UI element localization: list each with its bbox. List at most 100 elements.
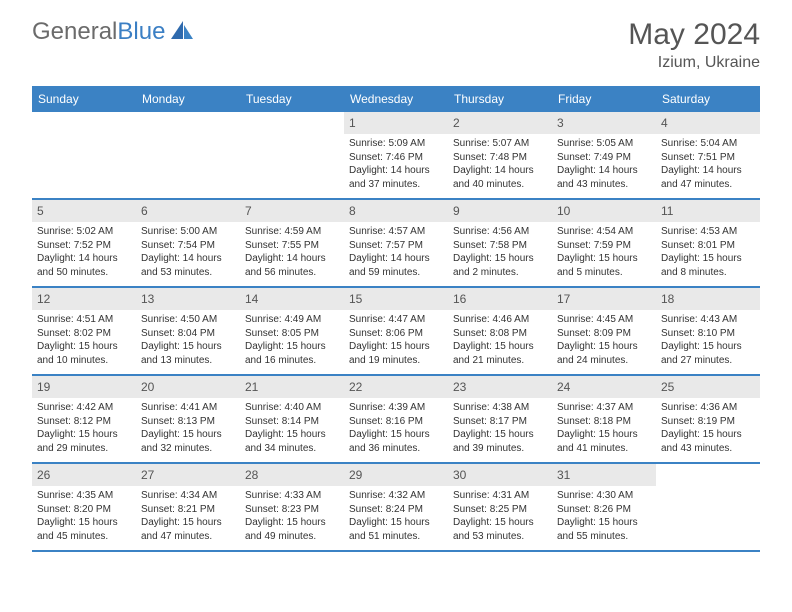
calendar-day: 5Sunrise: 5:02 AMSunset: 7:52 PMDaylight… [32,200,136,286]
day-number: 21 [240,376,344,398]
calendar: SundayMondayTuesdayWednesdayThursdayFrid… [32,86,760,552]
daylight-line: Daylight: 14 hours and 47 minutes. [661,164,755,191]
sunset-line: Sunset: 8:25 PM [453,503,547,517]
weekday-header: Saturday [656,86,760,112]
daylight-line: Daylight: 15 hours and 36 minutes. [349,428,443,455]
daylight-line: Daylight: 15 hours and 10 minutes. [37,340,131,367]
calendar-day: 23Sunrise: 4:38 AMSunset: 8:17 PMDayligh… [448,376,552,462]
calendar-day: 17Sunrise: 4:45 AMSunset: 8:09 PMDayligh… [552,288,656,374]
calendar-day: 24Sunrise: 4:37 AMSunset: 8:18 PMDayligh… [552,376,656,462]
logo: GeneralBlue [32,18,195,46]
daylight-line: Daylight: 14 hours and 59 minutes. [349,252,443,279]
daylight-line: Daylight: 15 hours and 27 minutes. [661,340,755,367]
header: GeneralBlue May 2024 Izium, Ukraine [0,0,792,78]
sunset-line: Sunset: 8:18 PM [557,415,651,429]
calendar-day: 28Sunrise: 4:33 AMSunset: 8:23 PMDayligh… [240,464,344,550]
logo-text-1: General [32,18,117,45]
sunrise-line: Sunrise: 4:35 AM [37,489,131,503]
sunrise-line: Sunrise: 4:32 AM [349,489,443,503]
sunrise-line: Sunrise: 4:47 AM [349,313,443,327]
day-number: 30 [448,464,552,486]
calendar-day: 12Sunrise: 4:51 AMSunset: 8:02 PMDayligh… [32,288,136,374]
day-number: 13 [136,288,240,310]
calendar-day: 19Sunrise: 4:42 AMSunset: 8:12 PMDayligh… [32,376,136,462]
weekday-header: Monday [136,86,240,112]
daylight-line: Daylight: 15 hours and 13 minutes. [141,340,235,367]
sail-icon [169,19,195,46]
daylight-line: Daylight: 15 hours and 8 minutes. [661,252,755,279]
sunset-line: Sunset: 8:16 PM [349,415,443,429]
sunrise-line: Sunrise: 4:57 AM [349,225,443,239]
daylight-line: Daylight: 14 hours and 53 minutes. [141,252,235,279]
daylight-line: Daylight: 15 hours and 55 minutes. [557,516,651,543]
daylight-line: Daylight: 14 hours and 40 minutes. [453,164,547,191]
sunrise-line: Sunrise: 4:30 AM [557,489,651,503]
sunset-line: Sunset: 8:24 PM [349,503,443,517]
daylight-line: Daylight: 15 hours and 47 minutes. [141,516,235,543]
sunrise-line: Sunrise: 4:56 AM [453,225,547,239]
calendar-week: 19 Sunrise: 4:42 AMSunset: 8:12 PM Dayligh… [32,376,760,464]
sunrise-line: Sunrise: 4:59 AM [245,225,339,239]
calendar-day [240,112,344,198]
day-number: 14 [240,288,344,310]
calendar-day: 2Sunrise: 5:07 AMSunset: 7:48 PMDaylight… [448,112,552,198]
sunset-line: Sunset: 8:23 PM [245,503,339,517]
sunset-line: Sunset: 8:01 PM [661,239,755,253]
daylight-line: Daylight: 15 hours and 2 minutes. [453,252,547,279]
day-number: 25 [656,376,760,398]
daylight-line: Daylight: 15 hours and 43 minutes. [661,428,755,455]
sunset-line: Sunset: 7:46 PM [349,151,443,165]
calendar-week: 12Sunrise: 4:51 AMSunset: 8:02 PMDayligh… [32,288,760,376]
page-title: May 2024 [628,18,760,52]
sunset-line: Sunset: 8:10 PM [661,327,755,341]
weekday-header: Wednesday [344,86,448,112]
sunset-line: Sunset: 8:06 PM [349,327,443,341]
calendar-week: 5Sunrise: 5:02 AMSunset: 7:52 PMDaylight… [32,200,760,288]
day-number: 12 [32,288,136,310]
daylight-line: Daylight: 14 hours and 37 minutes. [349,164,443,191]
sunset-line: Sunset: 8:12 PM [37,415,131,429]
calendar-day: 31Sunrise: 4:30 AMSunset: 8:26 PMDayligh… [552,464,656,550]
sunset-line: Sunset: 8:13 PM [141,415,235,429]
calendar-day: 7Sunrise: 4:59 AMSunset: 7:55 PMDaylight… [240,200,344,286]
calendar-day: 1Sunrise: 5:09 AMSunset: 7:46 PMDaylight… [344,112,448,198]
day-number: 15 [344,288,448,310]
day-number: 6 [136,200,240,222]
sunset-line: Sunset: 7:54 PM [141,239,235,253]
day-number: 17 [552,288,656,310]
calendar-day: 11Sunrise: 4:53 AMSunset: 8:01 PMDayligh… [656,200,760,286]
calendar-week: 1Sunrise: 5:09 AMSunset: 7:46 PMDaylight… [32,112,760,200]
day-number: 2 [448,112,552,134]
day-number: 29 [344,464,448,486]
calendar-day: 30 Sunrise: 4:31 AMSunset: 8:25 PMDayligh… [448,464,552,550]
calendar-day: 14Sunrise: 4:49 AMSunset: 8:05 PMDayligh… [240,288,344,374]
calendar-day: 6Sunrise: 5:00 AMSunset: 7:54 PMDaylight… [136,200,240,286]
sunrise-line: Sunrise: 4:54 AM [557,225,651,239]
sunrise-line: Sunrise: 4:36 AM [661,401,755,415]
daylight-line: Daylight: 15 hours and 51 minutes. [349,516,443,543]
daylight-line: Daylight: 15 hours and 21 minutes. [453,340,547,367]
daylight-line: Daylight: 15 hours and 32 minutes. [141,428,235,455]
day-number: 19 [32,376,136,398]
calendar-week: 26Sunrise: 4:35 AMSunset: 8:20 PMDayligh… [32,464,760,552]
calendar-day: 16Sunrise: 4:46 AMSunset: 8:08 PMDayligh… [448,288,552,374]
calendar-day: 27Sunrise: 4:34 AMSunset: 8:21 PMDayligh… [136,464,240,550]
daylight-line: Daylight: 15 hours and 49 minutes. [245,516,339,543]
sunrise-line: Sunrise: 5:09 AM [349,137,443,151]
sunset-line: Sunset: 7:48 PM [453,151,547,165]
daylight-line: Daylight: 15 hours and 24 minutes. [557,340,651,367]
daylight-line: Daylight: 14 hours and 50 minutes. [37,252,131,279]
weekday-header: Thursday [448,86,552,112]
day-number: 7 [240,200,344,222]
daylight-line: Daylight: 15 hours and 53 minutes. [453,516,547,543]
sunrise-line: Sunrise: 4:42 AM [37,401,131,415]
sunset-line: Sunset: 8:02 PM [37,327,131,341]
calendar-day: 4Sunrise: 5:04 AMSunset: 7:51 PMDaylight… [656,112,760,198]
sunset-line: Sunset: 8:09 PM [557,327,651,341]
calendar-day: 25Sunrise: 4:36 AMSunset: 8:19 PMDayligh… [656,376,760,462]
sunrise-line: Sunrise: 4:34 AM [141,489,235,503]
calendar-day [32,112,136,198]
sunrise-line: Sunrise: 4:31 AM [453,489,547,503]
calendar-day: 9Sunrise: 4:56 AMSunset: 7:58 PMDaylight… [448,200,552,286]
daylight-line: Daylight: 15 hours and 16 minutes. [245,340,339,367]
